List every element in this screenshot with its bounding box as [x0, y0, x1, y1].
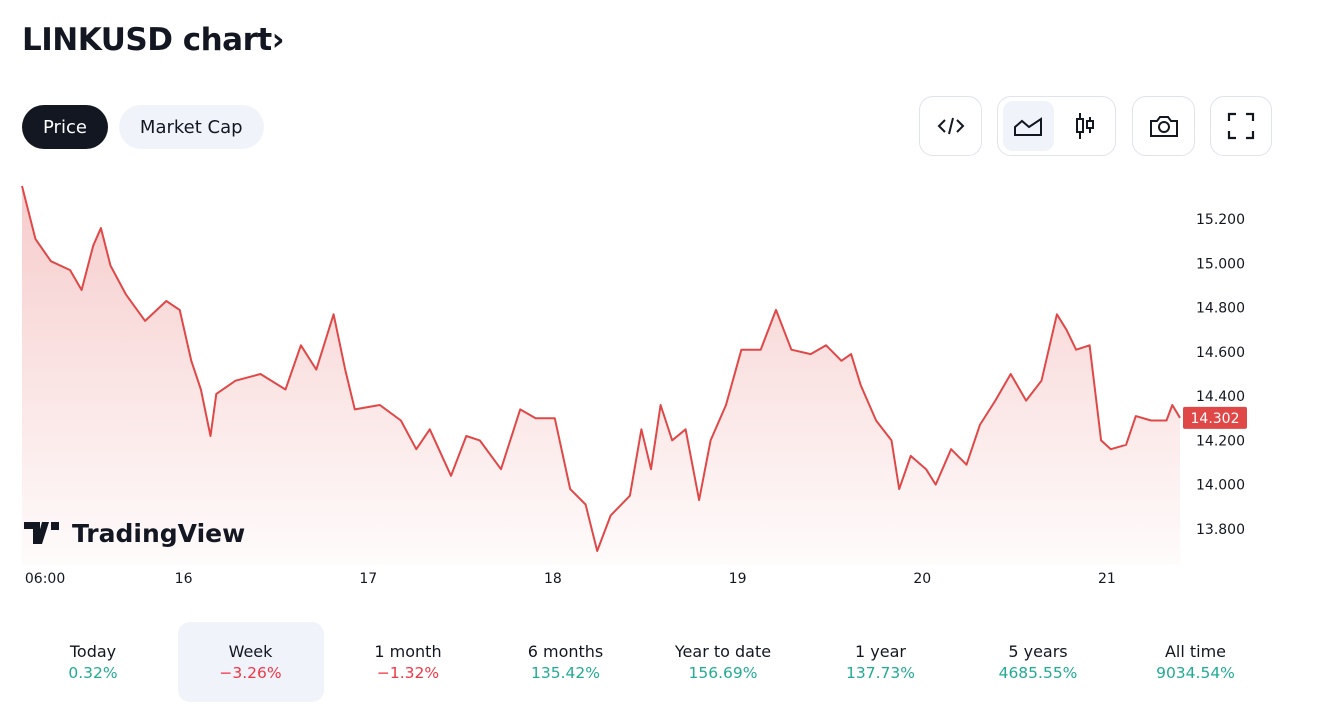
- tradingview-logo: TradingView: [24, 519, 245, 548]
- performance-value: 137.73%: [846, 664, 915, 682]
- price-line: [21, 185, 1181, 552]
- y-tick-label: 14.000: [1196, 478, 1245, 494]
- performance-label: 1 month: [374, 642, 442, 661]
- performance-item[interactable]: Week −3.26%: [177, 622, 324, 702]
- camera-icon: [1149, 116, 1178, 137]
- performance-label: 6 months: [527, 642, 604, 661]
- performance-label: Week: [228, 642, 273, 661]
- price-area-fill: [22, 186, 1180, 565]
- page-title[interactable]: LINKUSD chart›: [22, 22, 285, 58]
- embed-code-icon: [937, 117, 964, 135]
- last-price-badge: 14.302: [1183, 406, 1247, 429]
- performance-value: −1.32%: [376, 664, 440, 682]
- screenshot-button[interactable]: [1132, 96, 1195, 156]
- performance-label: 5 years: [1008, 642, 1068, 661]
- x-tick-label: 18: [544, 571, 562, 587]
- price-chart[interactable]: 15.200 15.000 14.800 14.600 14.400 14.200 14.0…: [0, 0, 1320, 600]
- performance-item[interactable]: Year to date 156.69%: [650, 622, 796, 702]
- area-chart-icon: [1014, 117, 1043, 136]
- candlestick-chart-button[interactable]: [1060, 101, 1111, 151]
- performance-label: Year to date: [674, 642, 772, 661]
- performance-label: Today: [69, 642, 117, 661]
- performance-label: All time: [1164, 642, 1227, 661]
- x-tick-label: 17: [359, 571, 377, 587]
- tab-price[interactable]: Price: [22, 105, 108, 149]
- performance-item[interactable]: 1 month −1.32%: [335, 622, 481, 702]
- last-price-badge-bg: [1183, 406, 1247, 429]
- title-text: LINKUSD chart: [22, 22, 272, 58]
- performance-value: 9034.54%: [1156, 664, 1235, 682]
- x-tick-label: 06:00: [25, 571, 65, 587]
- performance-value: 135.42%: [531, 664, 600, 682]
- performance-item[interactable]: 1 year 137.73%: [808, 622, 954, 702]
- chart-style-group: [997, 96, 1116, 156]
- performance-item[interactable]: 5 years 4685.55%: [965, 622, 1111, 702]
- tab-market-cap[interactable]: Market Cap: [118, 105, 264, 149]
- performance-label: 1 year: [855, 642, 906, 661]
- y-tick-label: 14.800: [1196, 301, 1245, 317]
- y-tick-label: 14.600: [1196, 345, 1245, 361]
- candlestick-icon: [1075, 113, 1094, 139]
- logo-text: TradingView: [72, 519, 245, 548]
- y-tick-label: 14.400: [1196, 389, 1245, 405]
- y-tick-label: 15.000: [1196, 256, 1245, 272]
- performance-value: 156.69%: [688, 664, 758, 682]
- embed-button[interactable]: [919, 96, 982, 156]
- x-tick-label: 16: [175, 571, 193, 587]
- area-chart-button[interactable]: [1003, 101, 1054, 151]
- y-tick-label: 13.800: [1196, 522, 1245, 538]
- chart-tabs: Price Market Cap: [22, 105, 264, 149]
- x-tick-label: 20: [913, 571, 931, 587]
- last-price-label: 14.302: [1191, 411, 1240, 427]
- y-tick-label: 14.200: [1196, 433, 1245, 449]
- performance-value: 4685.55%: [998, 664, 1078, 682]
- fullscreen-icon: [1227, 112, 1255, 140]
- performance-item[interactable]: Today 0.32%: [20, 622, 166, 702]
- performance-item[interactable]: 6 months 135.42%: [493, 622, 639, 702]
- y-tick-label: 15.200: [1196, 212, 1245, 228]
- x-tick-label: 19: [729, 571, 747, 587]
- fullscreen-button[interactable]: [1210, 96, 1272, 156]
- performance-value: 0.32%: [68, 664, 118, 682]
- performance-bar: Today 0.32% Week −3.26% 1 month −1.32% 6 month…: [20, 622, 1280, 702]
- performance-value: −3.26%: [219, 664, 282, 682]
- performance-item[interactable]: All time 9034.54%: [1123, 622, 1269, 702]
- chevron-right-icon: ›: [271, 22, 285, 58]
- x-tick-label: 21: [1098, 571, 1116, 587]
